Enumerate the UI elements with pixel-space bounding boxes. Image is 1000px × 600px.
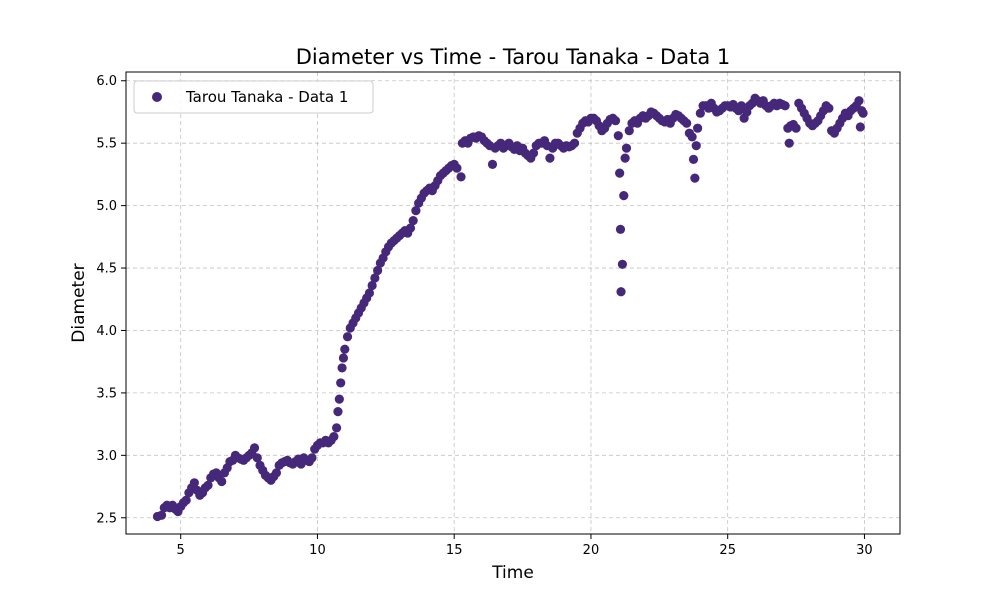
data-point xyxy=(456,172,466,182)
x-tick-label: 5 xyxy=(177,543,185,558)
data-point xyxy=(411,206,421,216)
data-point xyxy=(690,173,700,183)
legend-box xyxy=(133,80,374,114)
data-point xyxy=(367,280,377,291)
x-tick-label: 25 xyxy=(719,543,736,558)
data-point xyxy=(616,287,626,297)
data-point xyxy=(784,138,794,148)
data-points xyxy=(152,93,868,522)
x-axis-label: Time xyxy=(491,563,534,583)
data-point xyxy=(613,131,623,141)
data-point xyxy=(370,273,380,283)
data-point xyxy=(687,132,697,142)
y-axis-ticks: 2.5 3.0 3.5 4.0 4.5 5.0 5.5 6.0 xyxy=(96,74,126,526)
y-tick-label: 5.0 xyxy=(96,199,117,214)
data-point xyxy=(624,126,634,136)
data-point xyxy=(338,353,349,363)
plot-frame xyxy=(125,71,901,535)
data-point xyxy=(333,407,343,417)
data-point xyxy=(342,332,353,342)
data-point xyxy=(791,123,801,133)
data-point xyxy=(545,153,555,163)
data-point xyxy=(617,259,627,269)
data-point xyxy=(693,123,703,133)
data-point xyxy=(336,378,346,388)
data-point xyxy=(217,476,227,487)
data-point xyxy=(620,153,630,163)
legend: Tarou Tanaka - Data 1 xyxy=(133,80,374,114)
data-point xyxy=(373,265,383,276)
data-point xyxy=(189,478,199,488)
x-tick-label: 10 xyxy=(309,543,326,558)
y-axis-label: Diameter xyxy=(69,263,89,342)
data-point xyxy=(329,432,339,442)
data-point xyxy=(855,122,865,132)
data-point xyxy=(615,224,626,234)
y-tick-label: 4.0 xyxy=(96,324,117,339)
data-point xyxy=(824,103,834,113)
data-point xyxy=(337,363,347,373)
data-point xyxy=(528,148,539,158)
y-tick-label: 6.0 xyxy=(96,74,117,89)
data-point xyxy=(156,510,167,520)
data-point xyxy=(203,480,213,490)
data-point xyxy=(408,215,418,226)
data-point xyxy=(610,116,621,126)
y-tick-label: 2.5 xyxy=(96,511,117,526)
y-tick-label: 5.5 xyxy=(96,137,117,152)
y-tick-label: 3.5 xyxy=(96,386,117,401)
data-point xyxy=(340,344,350,354)
data-point xyxy=(307,453,317,463)
data-point xyxy=(334,394,344,404)
data-point xyxy=(682,118,692,128)
data-point xyxy=(181,495,191,505)
data-point xyxy=(331,423,342,433)
chart-title: Diameter vs Time - Tarou Tanaka - Data 1 xyxy=(296,45,730,69)
y-tick-label: 3.0 xyxy=(96,449,117,464)
data-point xyxy=(619,191,629,201)
data-point xyxy=(615,168,625,178)
data-point xyxy=(271,468,282,478)
legend-label: Tarou Tanaka - Data 1 xyxy=(185,88,348,106)
data-point xyxy=(858,108,868,118)
x-tick-label: 30 xyxy=(856,543,873,558)
data-point xyxy=(569,138,580,148)
data-point xyxy=(688,154,699,165)
legend-marker xyxy=(152,92,162,102)
data-point xyxy=(780,101,790,111)
data-point xyxy=(364,288,375,298)
y-tick-label: 4.5 xyxy=(96,262,117,277)
data-point xyxy=(249,443,260,453)
data-point xyxy=(854,96,864,106)
x-axis-ticks: 5 10 15 20 25 30 xyxy=(177,534,873,558)
data-point xyxy=(691,141,701,151)
data-point xyxy=(736,101,746,111)
data-point xyxy=(405,223,416,233)
data-point xyxy=(695,108,705,118)
data-point xyxy=(252,453,262,463)
data-point xyxy=(487,159,498,169)
data-point xyxy=(452,163,462,173)
x-tick-label: 20 xyxy=(583,543,600,558)
x-tick-label: 15 xyxy=(446,543,463,558)
data-point xyxy=(621,143,632,153)
